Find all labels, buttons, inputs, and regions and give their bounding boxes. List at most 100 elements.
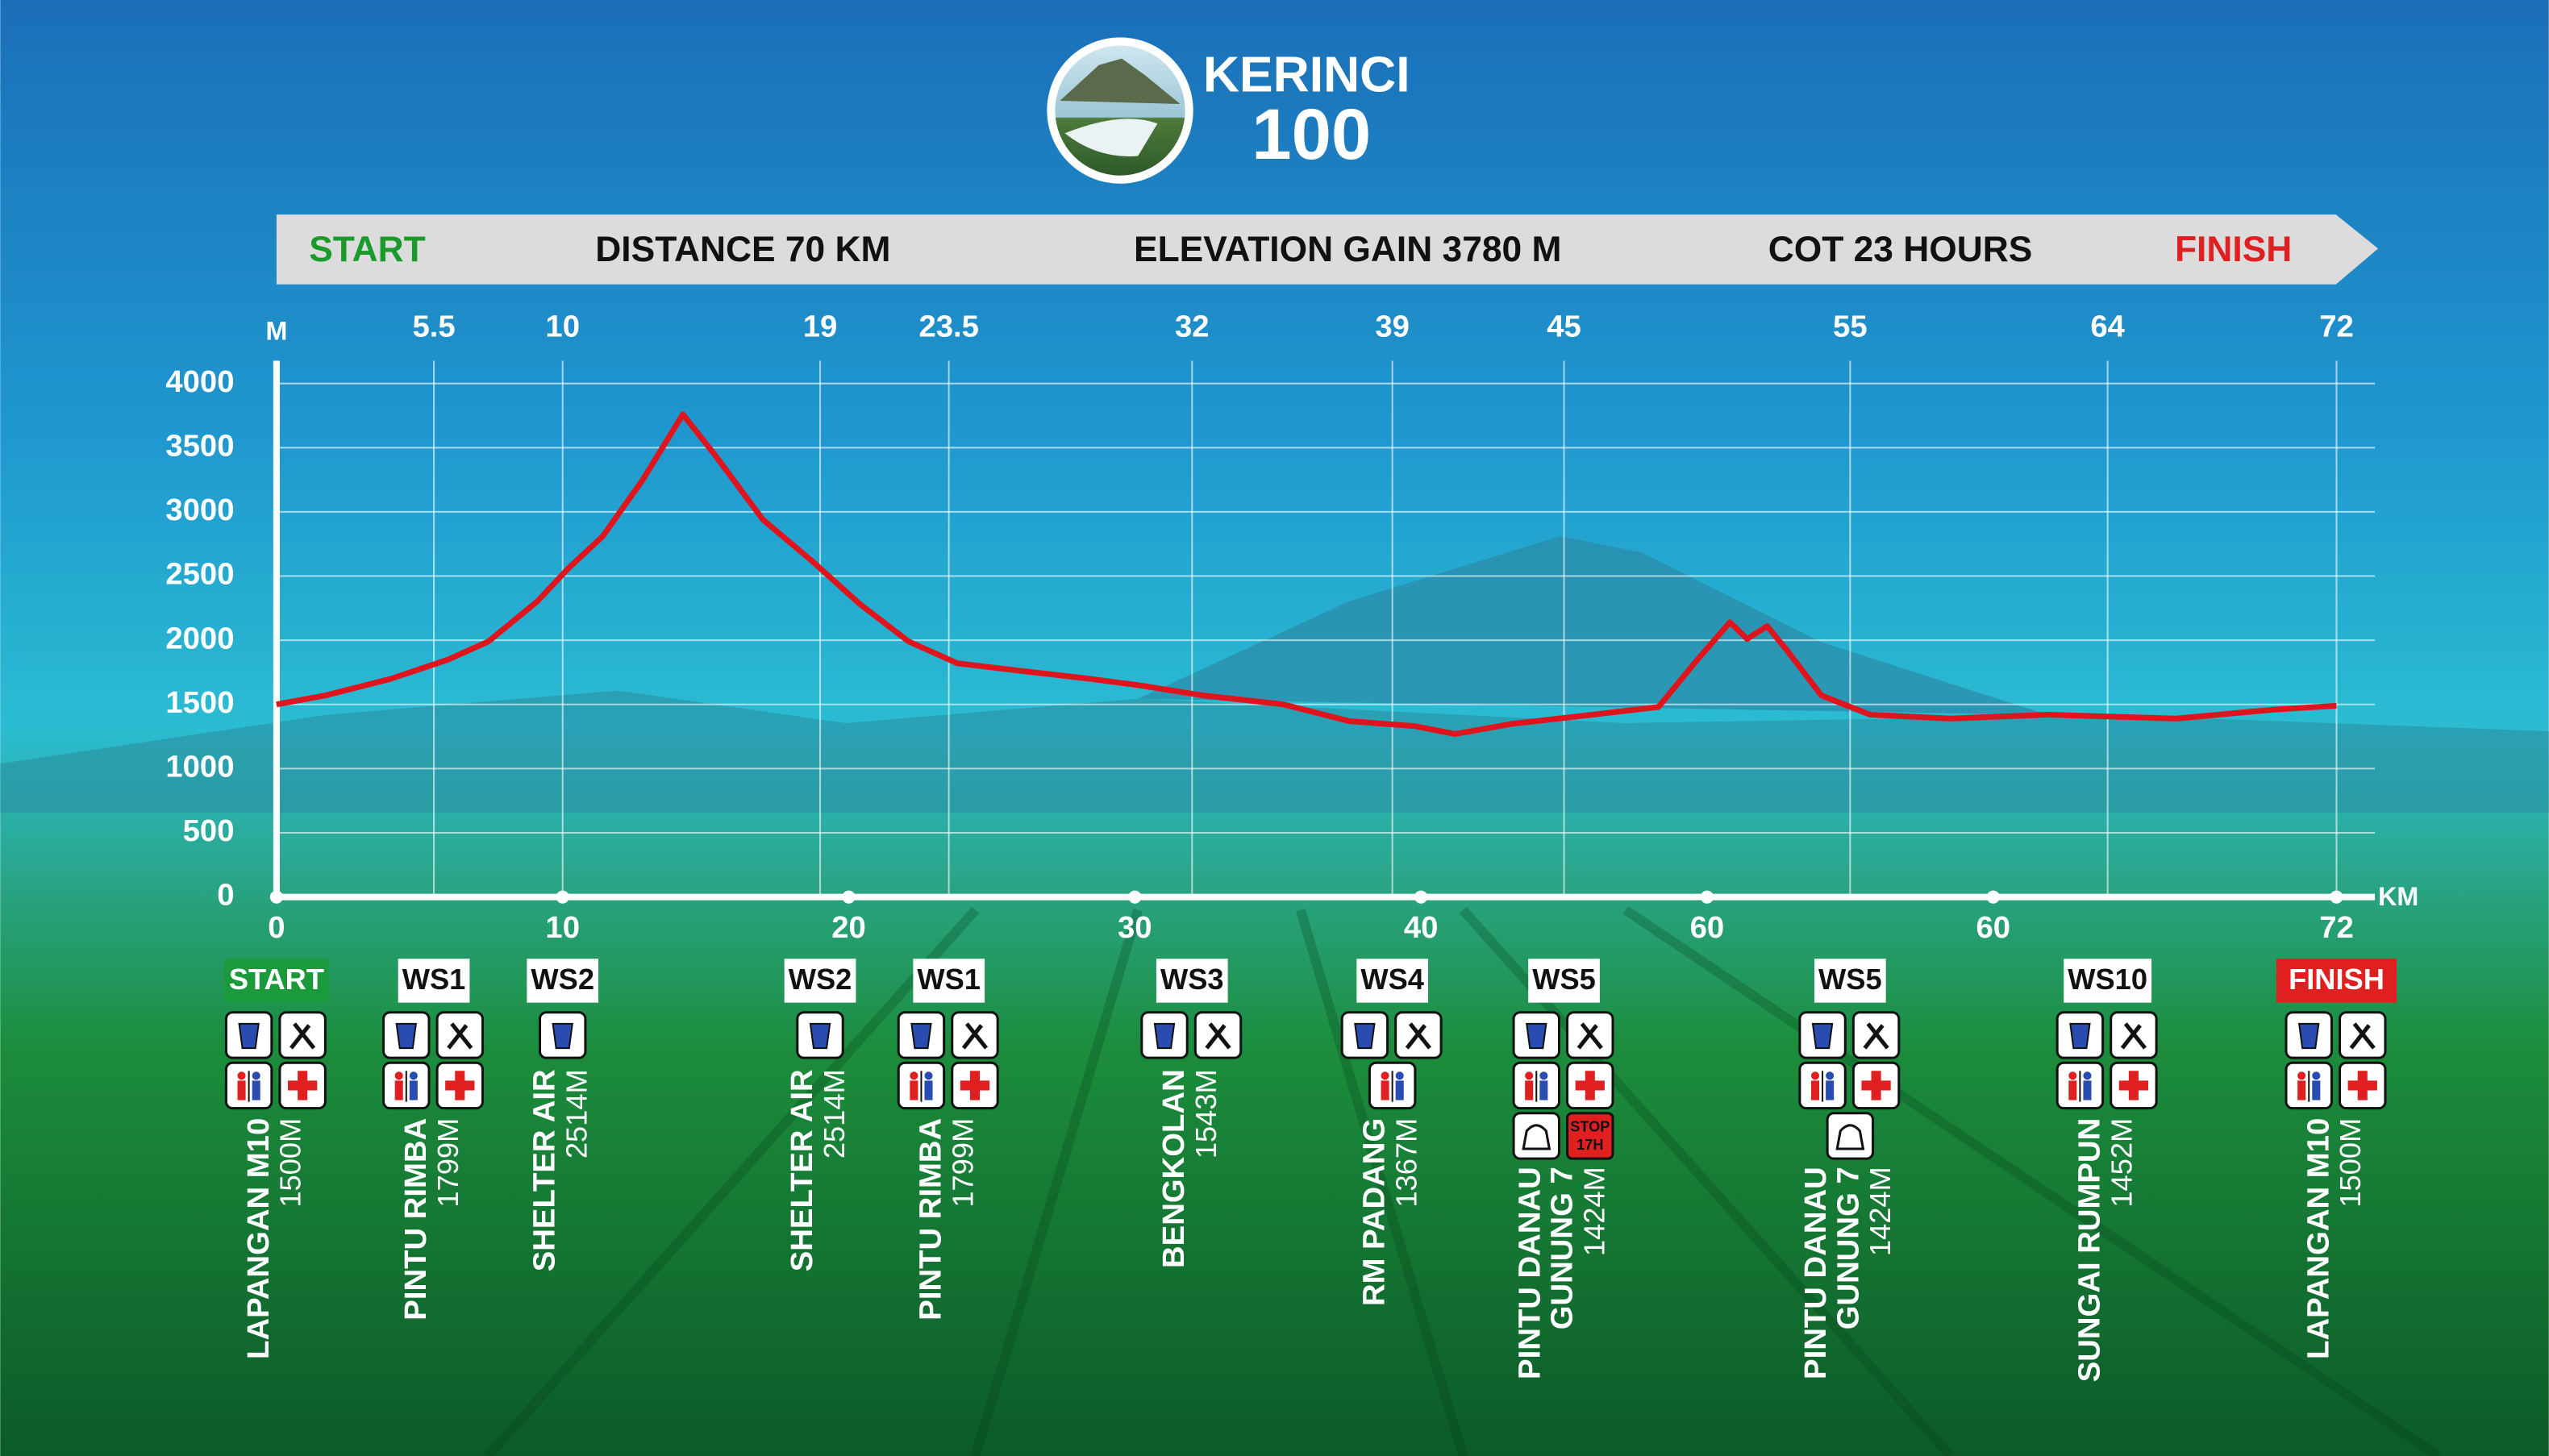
top-tick-label: 39	[1375, 309, 1410, 343]
station-elevation: 1367M	[1389, 1118, 1422, 1208]
banner-text: ELEVATION GAIN 3780 M	[1134, 230, 1561, 269]
top-tick-label: 19	[803, 309, 838, 343]
x-tick-label: 40	[1404, 910, 1439, 945]
logo: KERINCI 100	[1047, 37, 1410, 184]
figure	[1525, 1080, 1534, 1100]
fork	[1205, 1024, 1227, 1050]
y-tick-label: 2500	[165, 557, 234, 592]
x-tick-label: 60	[1976, 910, 2010, 945]
service-icon-water	[2055, 1011, 2105, 1059]
cup	[910, 1022, 932, 1050]
service-icon-water	[1340, 1011, 1389, 1059]
x-tick-label: 30	[1118, 910, 1152, 945]
head	[1826, 1071, 1835, 1080]
y-tick-label: 1000	[165, 750, 234, 784]
service-icon-water	[2285, 1011, 2333, 1059]
cup	[809, 1022, 831, 1050]
head	[1381, 1071, 1389, 1080]
knife	[1208, 1022, 1231, 1050]
cross	[2347, 1071, 2377, 1100]
x-tick	[842, 890, 856, 904]
station-badge-label: WS3	[1160, 963, 1224, 996]
banner-text: START	[309, 230, 425, 269]
head	[1525, 1071, 1534, 1080]
service-icon-toilet	[1368, 1061, 1417, 1110]
station-badge-label: WS2	[531, 963, 594, 996]
top-tick-label: 72	[2319, 309, 2354, 343]
fork	[1405, 1024, 1427, 1050]
cross	[1861, 1071, 1891, 1100]
station-elevation: 1500M	[2334, 1118, 2367, 1208]
figure	[1810, 1080, 1820, 1100]
y-tick-label: 3000	[165, 493, 234, 527]
service-icon-toilet	[1798, 1061, 1847, 1110]
service-icon-food	[1193, 1011, 1243, 1059]
knife	[1866, 1022, 1889, 1050]
top-tick-label: 10	[545, 309, 580, 343]
station-elevation: 1424M	[1577, 1167, 1610, 1256]
station-name: SHELTER AIR	[527, 1069, 562, 1271]
service-icon-water	[1798, 1011, 1847, 1059]
head	[910, 1071, 918, 1080]
fork	[2349, 1024, 2371, 1050]
top-tick-label: 64	[2090, 309, 2125, 343]
service-icon-toilet	[382, 1061, 431, 1110]
knife	[1408, 1022, 1431, 1050]
head	[2312, 1071, 2321, 1080]
service-icon-medic	[951, 1061, 999, 1110]
service-icon-stop: STOP 17H	[1566, 1112, 1614, 1160]
cup	[2069, 1022, 2091, 1050]
figure	[252, 1080, 260, 1100]
service-icon-medic	[1566, 1061, 1614, 1110]
station-badge	[2276, 959, 2397, 1003]
station-elevation: 1799M	[946, 1118, 979, 1208]
fork	[1576, 1024, 1598, 1050]
y-tick-label: 500	[183, 813, 235, 848]
station-badge	[1156, 959, 1228, 1003]
fork	[289, 1024, 311, 1050]
head	[237, 1071, 246, 1080]
head	[2068, 1071, 2077, 1080]
head	[924, 1071, 933, 1080]
cup	[395, 1022, 418, 1050]
cup	[1354, 1022, 1376, 1050]
knife	[2123, 1022, 2147, 1050]
service-icon-food	[2110, 1011, 2158, 1059]
cross	[288, 1071, 318, 1100]
head	[2297, 1071, 2306, 1080]
cup	[238, 1022, 260, 1050]
station-badge-label: WS5	[1818, 963, 1882, 996]
top-tick-label: 55	[1833, 309, 1868, 343]
x-tick	[1128, 890, 1142, 904]
top-tick-label: 32	[1175, 309, 1210, 343]
service-icon-food	[435, 1011, 485, 1059]
logo-road	[1064, 119, 1158, 156]
station-name: SUNGAI RUMPUN	[2072, 1118, 2107, 1383]
x-axis-label: KM	[2378, 882, 2418, 911]
station-name: BENGKOLAN	[1156, 1069, 1191, 1268]
banner-text: FINISH	[2175, 230, 2292, 269]
hills	[0, 690, 2549, 813]
station-badge-label: WS10	[2068, 963, 2147, 996]
cross	[2118, 1071, 2149, 1100]
station-badge-label: WS5	[1532, 963, 1596, 996]
figure	[1395, 1080, 1404, 1100]
head	[252, 1071, 260, 1080]
service-icon-medic	[1851, 1061, 1901, 1110]
knife	[2352, 1022, 2376, 1050]
station-elevation: 1452M	[2105, 1118, 2138, 1208]
station-name: PINTU DANAU	[1512, 1167, 1547, 1379]
x-tick	[556, 890, 569, 904]
station-elevation: 1500M	[274, 1118, 307, 1208]
service-icon-water	[382, 1011, 431, 1059]
station-name: GUNUNG 7	[1831, 1167, 1865, 1329]
station-badge	[224, 959, 329, 1003]
x-tick	[1414, 890, 1428, 904]
station-elevation: 1424M	[1864, 1167, 1897, 1256]
station-badge	[1528, 959, 1600, 1003]
station-badge	[913, 959, 985, 1003]
service-icon-water	[897, 1011, 946, 1059]
station-badge	[1814, 959, 1886, 1003]
